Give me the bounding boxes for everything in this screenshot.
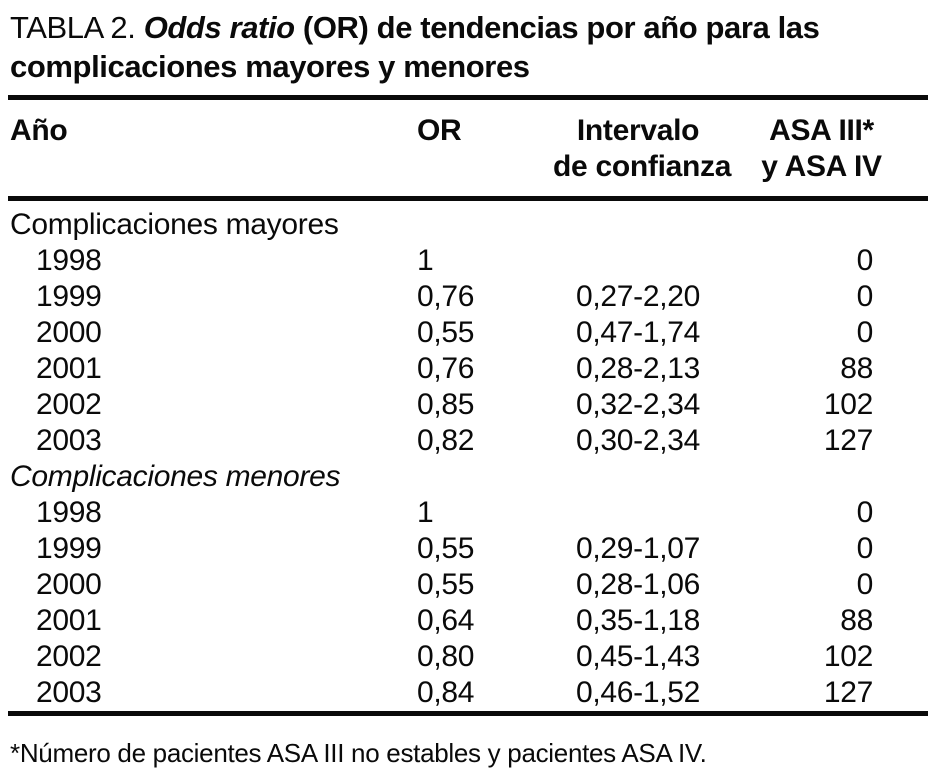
table-title-line2: complicaciones mayores y menores — [10, 49, 530, 84]
year-cell: 2000 — [36, 568, 102, 601]
asa-cell: 127 — [823, 424, 874, 457]
col-header-ci-line2: de confianza — [553, 150, 732, 183]
or-cell: 1 — [417, 244, 434, 277]
year-cell: 1998 — [36, 244, 102, 277]
col-header-year: Año — [10, 114, 68, 147]
ci-cell: 0,30-2,34 — [575, 424, 701, 457]
bottom-rule — [8, 711, 928, 716]
or-cell: 0,55 — [417, 532, 475, 565]
col-header-asa-line1: ASA III* — [769, 114, 874, 147]
ci-cell — [553, 495, 723, 531]
or-cell: 0,80 — [417, 640, 475, 673]
data-row: 2002 0,80 0,45-1,43 102 — [8, 639, 928, 675]
table-number-label: TABLA 2. — [10, 10, 144, 45]
data-row: 1999 0,76 0,27-2,20 0 — [8, 279, 928, 315]
or-cell: 1 — [417, 496, 434, 529]
year-cell: 2003 — [36, 676, 102, 709]
title-line1-rest: (OR) de tendencias por año para las — [294, 10, 820, 45]
year-cell: 2000 — [36, 316, 102, 349]
or-cell: 0,84 — [417, 676, 475, 709]
asa-cell: 0 — [856, 280, 874, 313]
or-cell: 0,82 — [417, 424, 475, 457]
asa-cell: 88 — [840, 604, 874, 637]
data-row: 2000 0,55 0,47-1,74 0 — [8, 315, 928, 351]
col-header-ci-line1: Intervalo — [576, 114, 700, 147]
col-header-asa: ASA III* y ASA IV — [723, 100, 928, 196]
ci-cell: 0,45-1,43 — [575, 640, 701, 673]
data-row: 2001 0,76 0,28-2,13 88 — [8, 351, 928, 387]
asa-cell: 0 — [856, 568, 874, 601]
section-row: Complicaciones mayores — [8, 201, 928, 243]
year-cell: 1998 — [36, 496, 102, 529]
data-row: 1998 1 0 — [8, 243, 928, 279]
col-header-asa-line2: y ASA IV — [761, 150, 882, 183]
ci-cell: 0,28-2,13 — [575, 352, 701, 385]
year-cell: 2003 — [36, 424, 102, 457]
body-table: Complicaciones mayores 1998 1 0 1999 0,76 0,27… — [8, 201, 928, 711]
ci-cell: 0,27-2,20 — [575, 280, 701, 313]
year-cell: 2001 — [36, 604, 102, 637]
asa-cell: 0 — [856, 316, 874, 349]
col-header-confidence-interval: Intervalo de confianza — [553, 100, 731, 196]
title-odds-ratio-emphasis: Odds ratio — [143, 10, 295, 45]
col-header-or: OR — [417, 114, 462, 147]
year-cell: 1999 — [36, 532, 102, 565]
asa-cell: 88 — [840, 352, 874, 385]
data-row: 1999 0,55 0,29-1,07 0 — [8, 531, 928, 567]
year-cell: 2002 — [36, 388, 102, 421]
header-row: Año OR Intervalo de confianza ASA III* y A… — [8, 100, 928, 196]
asa-cell: 102 — [823, 640, 874, 673]
or-cell: 0,55 — [417, 568, 475, 601]
data-row: 2003 0,84 0,46-1,52 127 — [8, 675, 928, 711]
table-body: Complicaciones mayores 1998 1 0 1999 0,76 0,27… — [8, 201, 928, 711]
section-label: Complicaciones mayores — [10, 208, 339, 241]
ci-cell: 0,35-1,18 — [575, 604, 701, 637]
or-cell: 0,76 — [417, 352, 475, 385]
asa-cell: 0 — [856, 532, 874, 565]
header-table: Año OR Intervalo de confianza ASA III* y A… — [8, 100, 928, 196]
ci-cell: 0,47-1,74 — [575, 316, 701, 349]
asa-cell: 127 — [823, 676, 874, 709]
data-row: 2003 0,82 0,30-2,34 127 — [8, 423, 928, 459]
ci-cell: 0,46-1,52 — [575, 676, 701, 709]
ci-cell: 0,29-1,07 — [575, 532, 701, 565]
asa-cell: 102 — [823, 388, 874, 421]
asa-cell: 0 — [856, 496, 874, 529]
top-rule — [8, 95, 928, 100]
year-cell: 2002 — [36, 640, 102, 673]
footnote: *Número de pacientes ASA III no estables… — [10, 738, 707, 768]
ci-cell: 0,32-2,34 — [575, 388, 701, 421]
ci-cell: 0,28-1,06 — [575, 568, 701, 601]
header-rule — [8, 196, 928, 201]
data-row: 2002 0,85 0,32-2,34 102 — [8, 387, 928, 423]
table-title-line1: TABLA 2. Odds ratio (OR) de tendencias p… — [10, 8, 928, 47]
data-row: 2000 0,55 0,28-1,06 0 — [8, 567, 928, 603]
ci-cell — [553, 243, 723, 279]
year-cell: 2001 — [36, 352, 102, 385]
asa-cell: 0 — [856, 244, 874, 277]
or-cell: 0,85 — [417, 388, 475, 421]
year-cell: 1999 — [36, 280, 102, 313]
data-row: 2001 0,64 0,35-1,18 88 — [8, 603, 928, 639]
or-cell: 0,55 — [417, 316, 475, 349]
table-title: TABLA 2. Odds ratio (OR) de tendencias p… — [10, 8, 928, 86]
or-cell: 0,76 — [417, 280, 475, 313]
data-row: 1998 1 0 — [8, 495, 928, 531]
section-label: Complicaciones menores — [10, 460, 341, 493]
or-cell: 0,64 — [417, 604, 475, 637]
section-row: Complicaciones menores — [8, 459, 928, 495]
